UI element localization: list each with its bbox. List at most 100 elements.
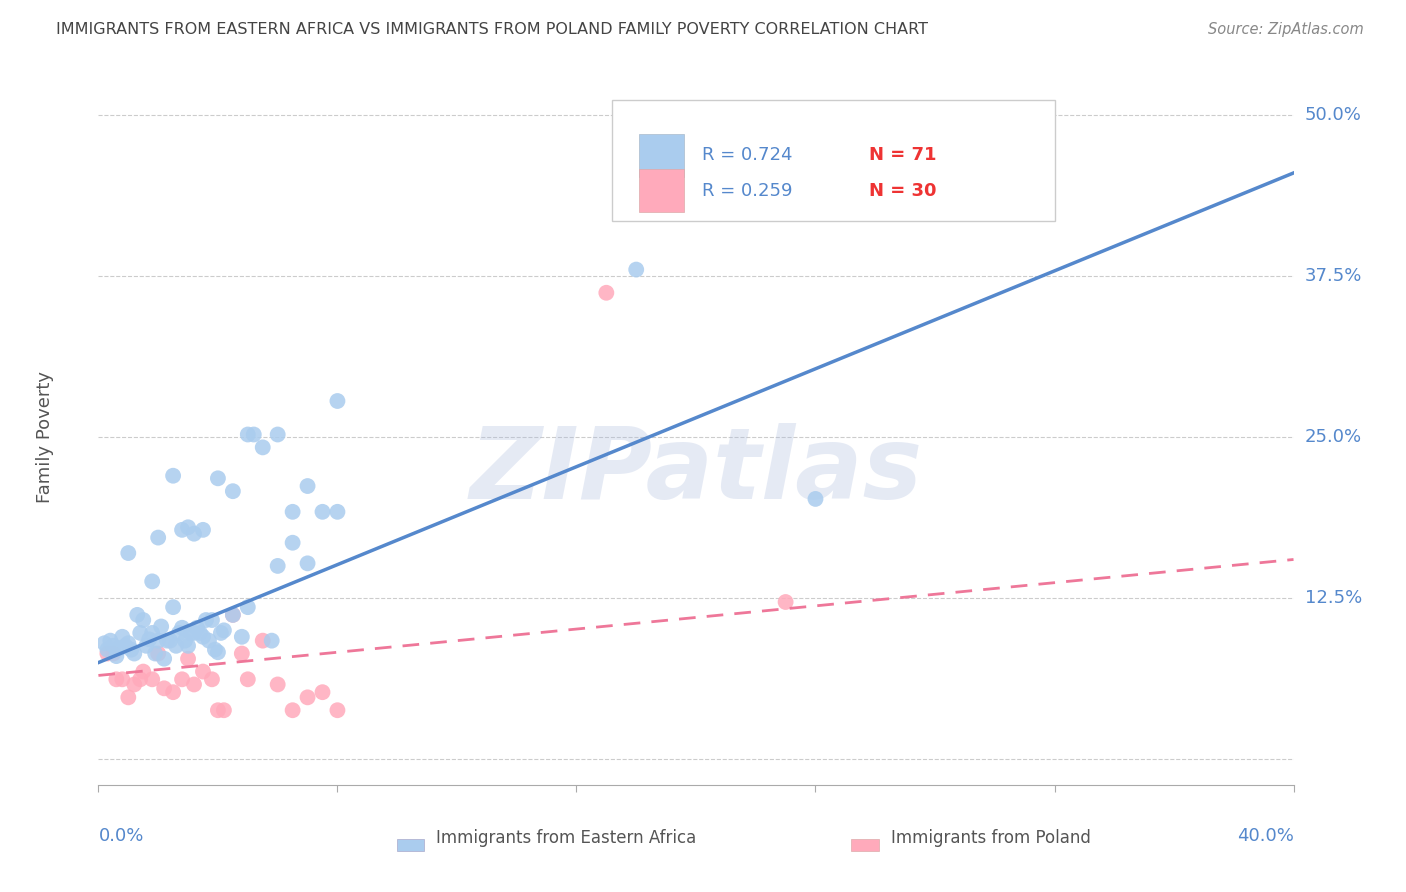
Text: N = 30: N = 30 (869, 182, 936, 200)
Point (148, 647, 170, 661)
Point (162, 685, 184, 699)
Point (222, 484, 245, 499)
Point (141, 574, 163, 589)
Text: Immigrants from Poland: Immigrants from Poland (890, 829, 1091, 847)
Point (156, 633, 179, 648)
Point (191, 665, 214, 679)
Text: R = 0.259: R = 0.259 (702, 182, 793, 200)
Point (260, 633, 283, 648)
Point (103, 639, 125, 653)
Point (267, 427, 290, 442)
Point (326, 394, 349, 409)
Point (297, 557, 319, 571)
Point (167, 626, 190, 640)
Text: 37.5%: 37.5% (1305, 267, 1362, 285)
Point (135, 639, 157, 653)
Point (804, 491, 827, 506)
Point (212, 703, 235, 717)
Text: 12.5%: 12.5% (1305, 589, 1362, 607)
Point (207, 471, 229, 485)
Point (132, 665, 155, 679)
Point (231, 630, 253, 644)
Point (311, 685, 333, 699)
Point (267, 558, 290, 573)
FancyBboxPatch shape (612, 100, 1054, 221)
Point (953, 201, 976, 215)
Point (281, 505, 304, 519)
Point (326, 703, 349, 717)
Point (209, 626, 232, 640)
Point (775, 595, 797, 609)
Point (117, 636, 139, 650)
Point (111, 673, 134, 687)
Text: ZIPatlas: ZIPatlas (470, 424, 922, 520)
Point (177, 520, 200, 534)
Point (311, 505, 333, 519)
Point (297, 479, 319, 493)
Point (207, 703, 229, 717)
Point (236, 427, 259, 442)
Point (148, 531, 170, 545)
Point (172, 673, 194, 687)
Point (93, 636, 115, 650)
Point (98, 633, 122, 648)
Point (281, 703, 304, 717)
Text: 25.0%: 25.0% (1305, 428, 1362, 446)
Point (132, 613, 155, 627)
Point (138, 632, 160, 647)
Point (236, 673, 259, 687)
Point (162, 468, 184, 483)
Text: 0.0%: 0.0% (98, 827, 143, 845)
Point (105, 649, 128, 664)
Text: 40.0%: 40.0% (1237, 827, 1294, 845)
Point (153, 651, 176, 665)
FancyBboxPatch shape (396, 838, 425, 851)
Text: IMMIGRANTS FROM EASTERN AFRICA VS IMMIGRANTS FROM POLAND FAMILY POVERTY CORRELAT: IMMIGRANTS FROM EASTERN AFRICA VS IMMIGR… (56, 22, 928, 37)
Point (297, 690, 319, 705)
Point (186, 621, 208, 635)
Point (222, 607, 245, 622)
Text: 50.0%: 50.0% (1305, 106, 1361, 124)
Point (172, 621, 194, 635)
Point (165, 639, 187, 653)
Point (153, 681, 176, 696)
Point (111, 630, 134, 644)
Point (204, 642, 226, 657)
Point (222, 607, 245, 622)
Point (105, 673, 128, 687)
Point (655, 162, 678, 177)
Point (114, 639, 136, 653)
Point (191, 630, 214, 644)
Point (252, 633, 274, 648)
Point (212, 624, 235, 638)
Point (124, 647, 146, 661)
Point (183, 677, 205, 691)
FancyBboxPatch shape (638, 169, 685, 212)
Point (129, 673, 152, 687)
Point (183, 626, 205, 640)
Text: N = 71: N = 71 (869, 146, 936, 164)
Point (117, 546, 139, 560)
Point (267, 677, 290, 691)
Point (159, 633, 181, 648)
Text: Immigrants from Eastern Africa: Immigrants from Eastern Africa (436, 829, 697, 847)
Point (183, 526, 205, 541)
Point (198, 633, 221, 648)
Point (326, 505, 349, 519)
Point (236, 600, 259, 615)
Point (201, 613, 224, 627)
FancyBboxPatch shape (851, 838, 879, 851)
Point (180, 626, 202, 640)
Point (188, 626, 211, 640)
Point (103, 647, 125, 661)
Point (143, 647, 166, 661)
Point (129, 626, 152, 640)
Point (624, 262, 647, 277)
Point (141, 673, 163, 687)
Text: R = 0.724: R = 0.724 (702, 146, 793, 164)
Point (148, 633, 170, 648)
Point (243, 427, 266, 442)
Point (172, 523, 194, 537)
Point (117, 690, 139, 705)
Point (194, 613, 218, 627)
